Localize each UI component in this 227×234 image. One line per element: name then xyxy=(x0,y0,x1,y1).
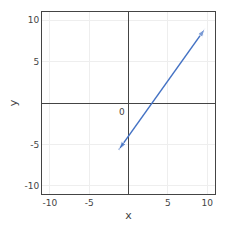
svg-text:10: 10 xyxy=(201,198,213,208)
svg-text:5: 5 xyxy=(33,57,39,67)
svg-text:0: 0 xyxy=(119,107,125,117)
svg-text:5: 5 xyxy=(165,198,171,208)
svg-text:-10: -10 xyxy=(24,181,39,191)
svg-text:-10: -10 xyxy=(43,198,58,208)
svg-text:10: 10 xyxy=(28,15,40,25)
svg-text:-5: -5 xyxy=(85,198,94,208)
svg-text:-5: -5 xyxy=(30,140,39,150)
svg-text:y: y xyxy=(7,99,20,106)
svg-text:x: x xyxy=(125,209,132,222)
